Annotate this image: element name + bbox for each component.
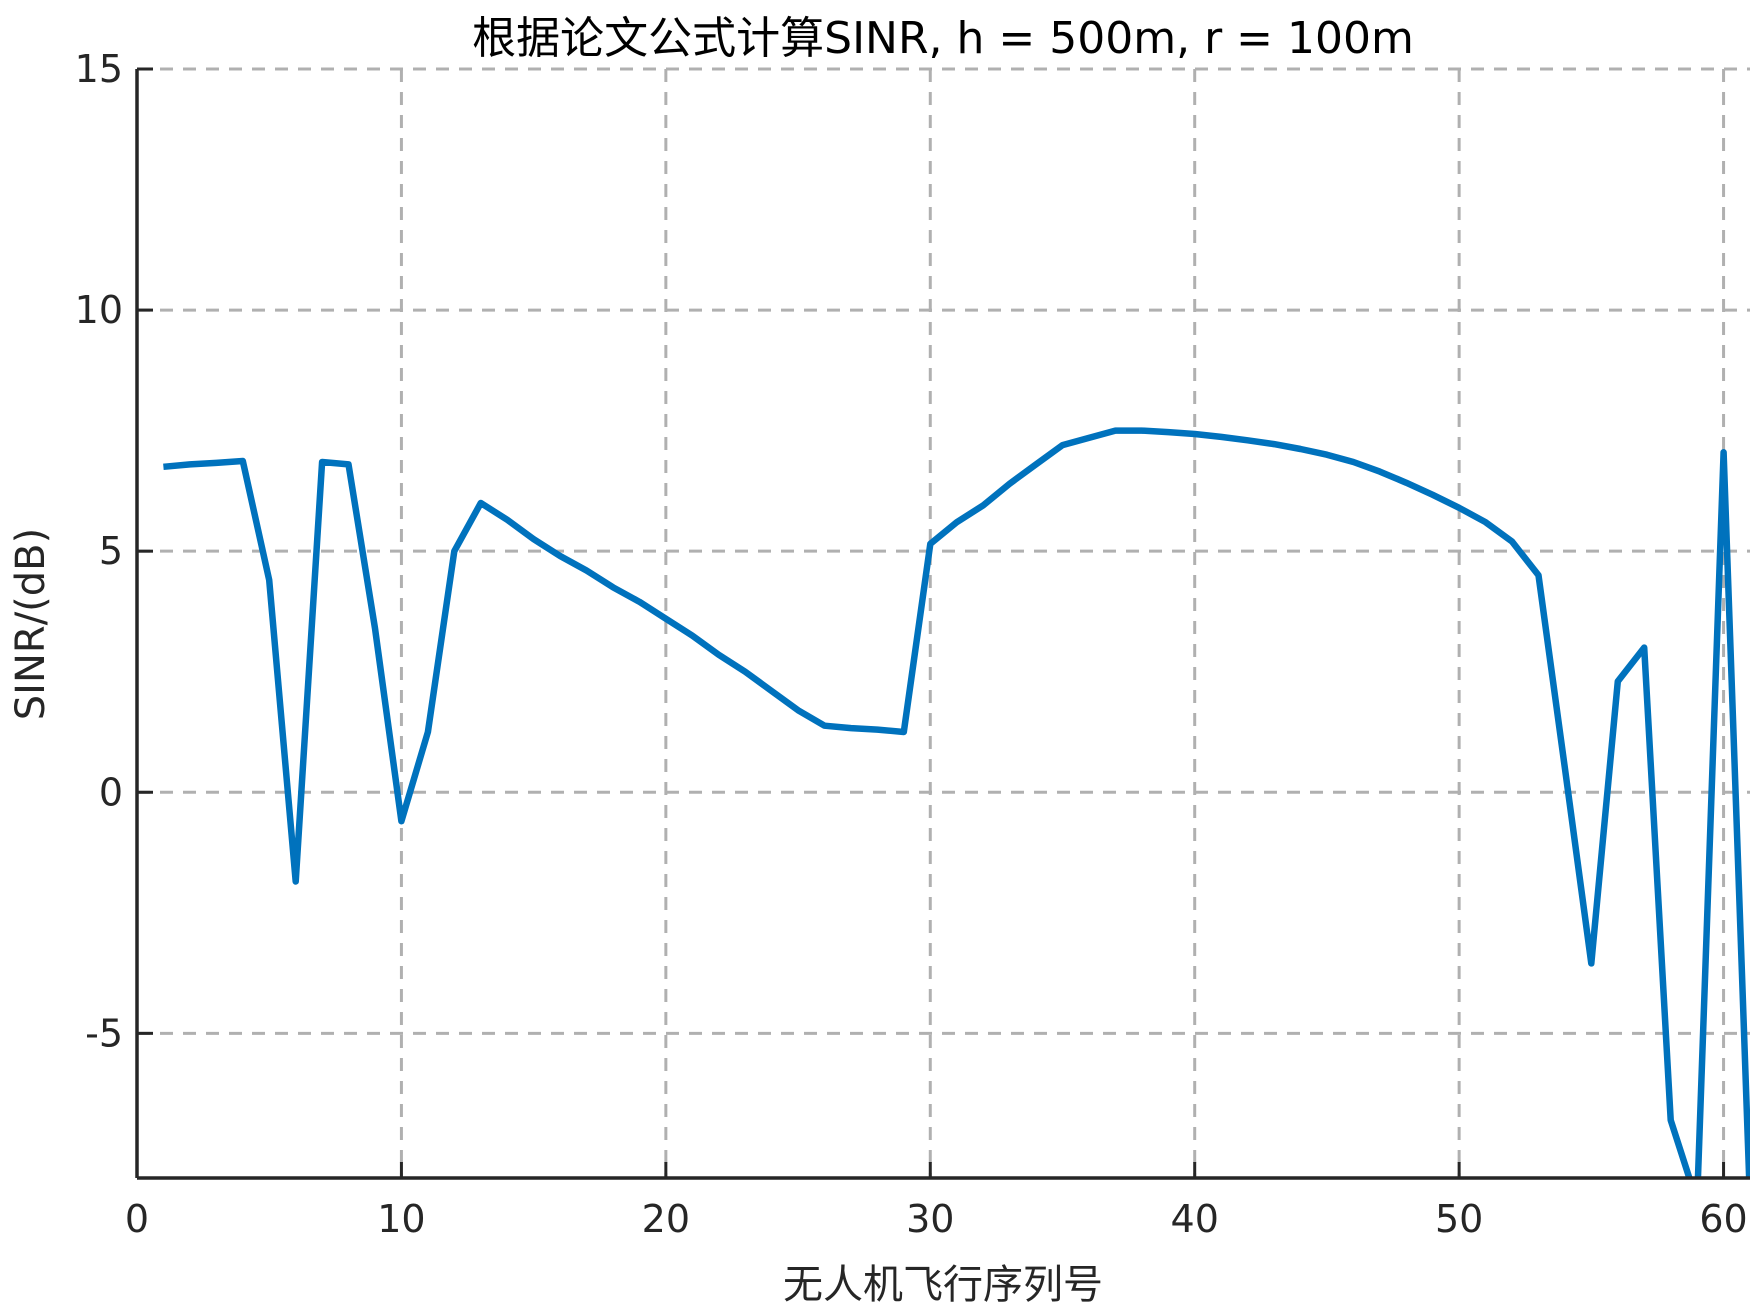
x-tick-label: 50 [1435,1197,1483,1241]
x-tick-label: 30 [906,1197,954,1241]
axes [135,67,1750,1180]
tick-labels: 0 10 20 30 40 50 60 -5 0 5 10 15 [75,47,1748,1241]
x-tick-label: 20 [642,1197,690,1241]
x-axis-label: 无人机飞行序列号 [783,1262,1103,1308]
grid-lines [137,67,1750,1178]
x-tick-label: 10 [377,1197,425,1241]
y-tick-label: 5 [99,529,123,573]
series-line [163,427,1750,1178]
chart-title: 根据论文公式计算SINR, h = 500m, r = 100m [472,13,1414,64]
y-tick-label: 0 [99,770,123,814]
y-tick-label: 10 [75,288,123,332]
x-tick-label: 40 [1171,1197,1219,1241]
y-tick-label: 15 [75,47,123,91]
y-tick-label: -5 [85,1011,123,1055]
x-tick-label: 0 [125,1197,149,1241]
series-layer [163,427,1750,1178]
x-tick-label: 60 [1699,1197,1747,1241]
y-axis-label: SINR/(dB) [8,528,54,720]
